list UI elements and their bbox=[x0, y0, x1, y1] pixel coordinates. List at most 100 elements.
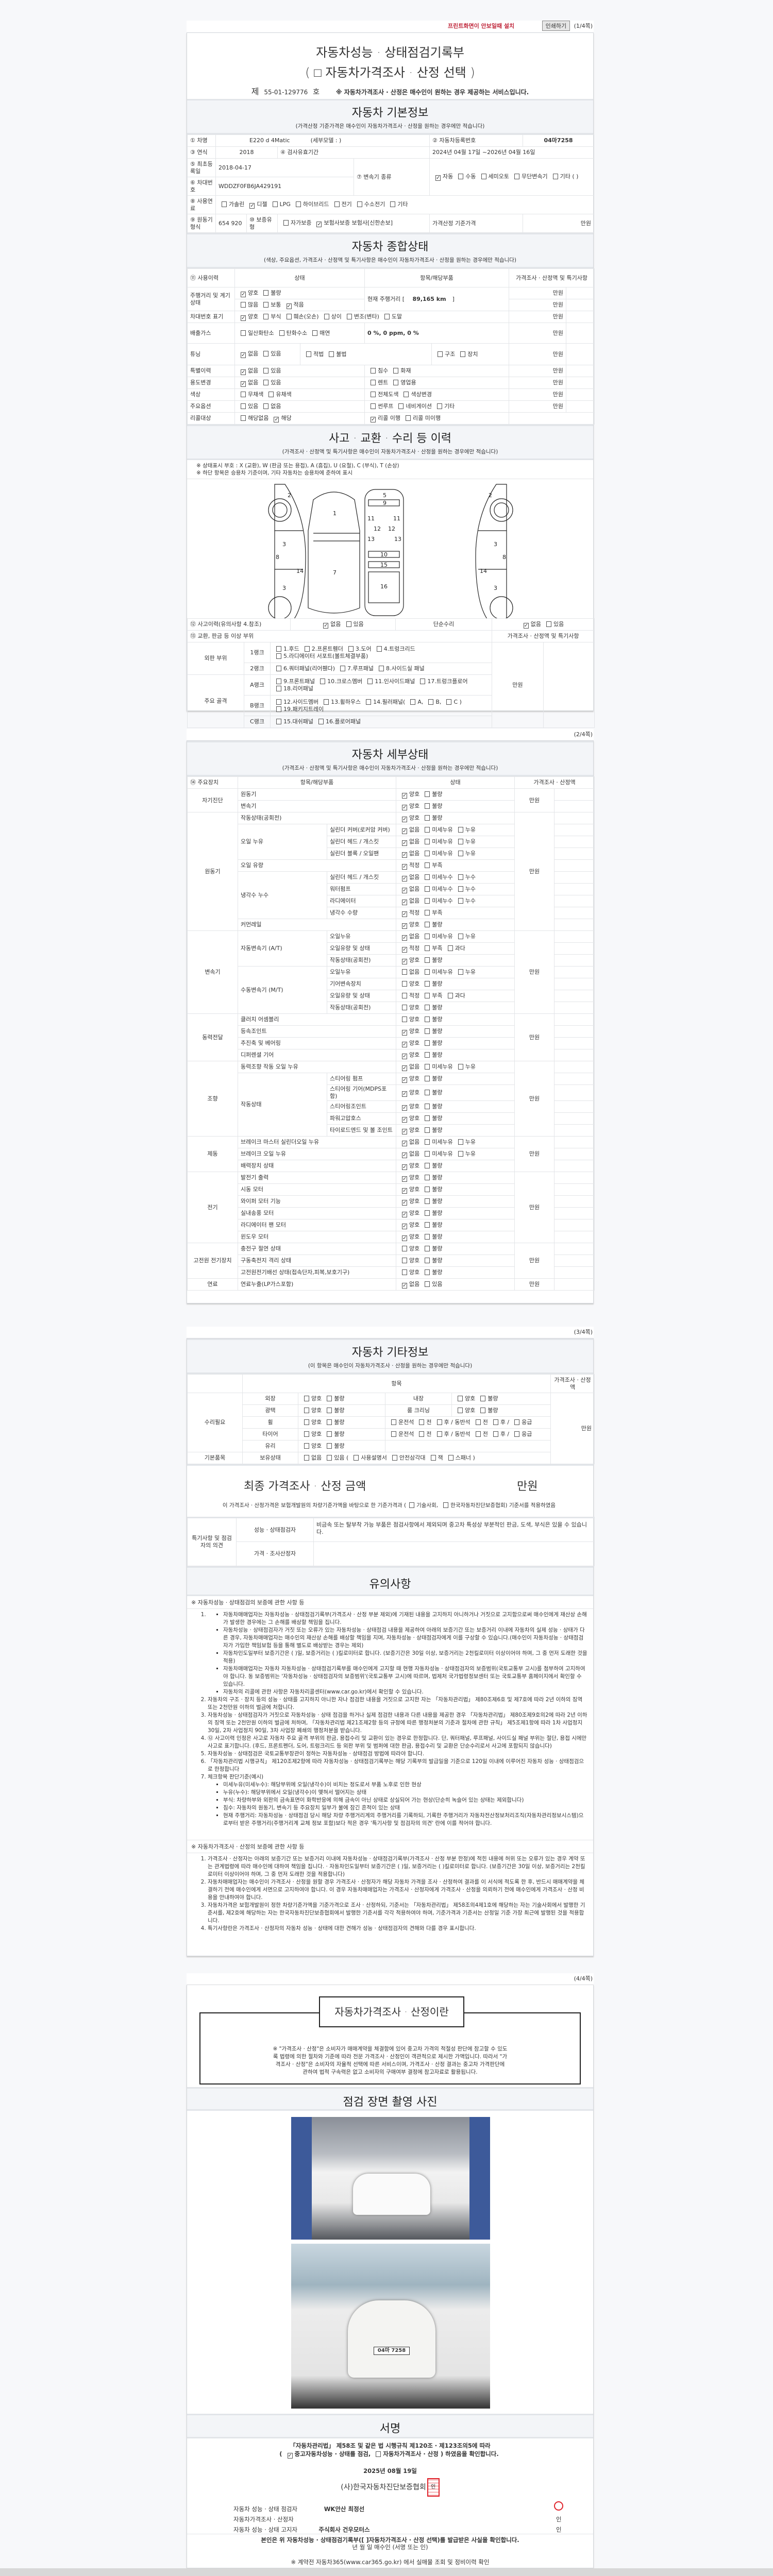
checkbox-icon[interactable] bbox=[402, 981, 407, 987]
checkbox-icon[interactable] bbox=[436, 1419, 442, 1425]
checkbox-option[interactable]: 보통 bbox=[260, 301, 281, 309]
checkbox-option[interactable]: 불량 bbox=[324, 1395, 345, 1402]
checkbox-icon[interactable] bbox=[425, 803, 430, 809]
checkbox-icon[interactable] bbox=[348, 646, 354, 652]
checkbox-option[interactable]: 리콜 미이행 bbox=[402, 415, 441, 422]
checkbox-option[interactable]: 양호 bbox=[399, 1269, 419, 1276]
checkbox-icon[interactable] bbox=[458, 1396, 463, 1401]
checkbox-icon[interactable] bbox=[425, 826, 430, 833]
checked-checkbox-icon[interactable]: ✓ bbox=[402, 1188, 407, 1194]
checkbox-icon[interactable] bbox=[425, 815, 430, 821]
checkbox-icon[interactable] bbox=[458, 969, 463, 975]
checkbox-option[interactable]: 있음 bbox=[260, 350, 281, 358]
checkbox-icon[interactable] bbox=[425, 993, 430, 998]
checkbox-icon[interactable] bbox=[312, 330, 318, 336]
checkbox-option[interactable]: ✓ 자동 bbox=[432, 173, 453, 181]
checkbox-option[interactable]: ✓ 양호 bbox=[399, 1198, 419, 1206]
checkbox-icon[interactable] bbox=[458, 1408, 463, 1413]
checkbox-icon[interactable] bbox=[425, 1246, 430, 1251]
checkbox-option[interactable]: ✓ 없음 bbox=[238, 350, 258, 358]
checkbox-icon[interactable] bbox=[480, 1396, 486, 1401]
checkbox-icon[interactable] bbox=[458, 897, 463, 904]
checkbox-option[interactable]: 없음 bbox=[260, 403, 281, 410]
checkbox-icon[interactable] bbox=[493, 1431, 498, 1437]
checkbox-icon[interactable] bbox=[425, 1186, 430, 1192]
checkbox-icon[interactable] bbox=[304, 1396, 309, 1401]
checkbox-option[interactable]: 미세누유 bbox=[422, 969, 453, 976]
checkbox-option[interactable]: 안전삼각대 bbox=[389, 1454, 426, 1462]
checked-checkbox-icon[interactable]: ✓ bbox=[402, 1128, 407, 1134]
checkbox-option[interactable]: ✓ 없음 bbox=[399, 826, 419, 834]
checkbox-option[interactable]: ✓ 양호 bbox=[238, 290, 258, 297]
checkbox-option[interactable]: ✓ 없음 bbox=[399, 897, 419, 905]
checkbox-icon[interactable] bbox=[402, 993, 407, 998]
checked-checkbox-icon[interactable]: ✓ bbox=[402, 1199, 407, 1206]
checkbox-icon[interactable] bbox=[276, 666, 281, 671]
checkbox-option[interactable]: ✓ 없음 bbox=[399, 886, 419, 893]
checkbox-option[interactable]: 한국자동차진단보증협회) 기준서를 적용하였음 bbox=[440, 1502, 556, 1509]
checked-checkbox-icon[interactable]: ✓ bbox=[402, 804, 407, 810]
checkbox-option[interactable]: 불법 bbox=[326, 351, 347, 358]
checkbox-option[interactable]: 부족 bbox=[422, 945, 443, 952]
checkbox-icon[interactable] bbox=[514, 1431, 520, 1437]
checkbox-icon[interactable] bbox=[393, 380, 399, 385]
checkbox-icon[interactable] bbox=[458, 886, 463, 892]
checkbox-icon[interactable] bbox=[425, 1089, 430, 1095]
checkbox-icon[interactable] bbox=[425, 1222, 430, 1228]
checkbox-icon[interactable] bbox=[425, 1075, 430, 1081]
checkbox-option[interactable]: 누유 bbox=[455, 1139, 476, 1146]
checkbox-icon[interactable] bbox=[304, 1419, 309, 1425]
checkbox-icon[interactable] bbox=[458, 850, 463, 856]
checkbox-option[interactable]: 세미오토 bbox=[478, 173, 509, 180]
checkbox-option[interactable]: 불량 bbox=[422, 1269, 443, 1276]
checkbox-icon[interactable] bbox=[276, 685, 281, 691]
checkbox-option[interactable]: 잭 bbox=[428, 1454, 443, 1462]
checkbox-option[interactable]: 변조(변타) bbox=[344, 313, 379, 320]
checked-checkbox-icon[interactable]: ✓ bbox=[241, 369, 246, 375]
checkbox-option[interactable]: 12.사이드멤버 bbox=[273, 699, 318, 706]
checkbox-icon[interactable] bbox=[304, 1431, 309, 1437]
checkbox-option[interactable]: 불량 bbox=[477, 1407, 498, 1414]
checked-checkbox-icon[interactable]: ✓ bbox=[241, 315, 246, 321]
checkbox-option[interactable]: 탄화수소 bbox=[276, 330, 307, 337]
checkbox-option[interactable]: 있음 bbox=[543, 621, 564, 628]
checkbox-icon[interactable] bbox=[276, 646, 281, 652]
checkbox-option[interactable]: 전기 bbox=[331, 201, 352, 208]
checkbox-icon[interactable] bbox=[425, 969, 430, 975]
checked-checkbox-icon[interactable]: ✓ bbox=[402, 792, 407, 799]
checkbox-icon[interactable] bbox=[447, 945, 453, 951]
checkbox-option[interactable]: 2.프론트휀더 bbox=[301, 646, 343, 653]
checked-checkbox-icon[interactable]: ✓ bbox=[286, 303, 292, 309]
checked-checkbox-icon[interactable]: ✓ bbox=[249, 203, 255, 209]
checkbox-option[interactable]: 후 / bbox=[490, 1431, 509, 1438]
checkbox-icon[interactable] bbox=[514, 1419, 520, 1425]
checkbox-option[interactable]: 없음 bbox=[301, 1454, 322, 1462]
checkbox-option[interactable]: 미세누수 bbox=[422, 874, 453, 881]
checkbox-option[interactable]: 불량 bbox=[422, 1028, 443, 1035]
checkbox-option[interactable]: ✓ 없음 bbox=[238, 367, 258, 375]
checkbox-icon[interactable] bbox=[458, 933, 463, 939]
checkbox-icon[interactable] bbox=[546, 621, 552, 627]
checkbox-option[interactable]: 불량 bbox=[422, 1127, 443, 1134]
checkbox-icon[interactable] bbox=[458, 1139, 463, 1145]
checked-checkbox-icon[interactable]: ✓ bbox=[287, 2453, 293, 2459]
checkbox-icon[interactable] bbox=[402, 969, 407, 975]
checked-checkbox-icon[interactable]: ✓ bbox=[402, 1223, 407, 1229]
checkbox-icon[interactable] bbox=[419, 1431, 425, 1437]
checkbox-icon[interactable] bbox=[241, 415, 246, 421]
checkbox-icon[interactable] bbox=[425, 1028, 430, 1034]
checkbox-option[interactable]: 불량 bbox=[422, 803, 443, 810]
checkbox-option[interactable]: 불량 bbox=[422, 1016, 443, 1023]
checkbox-option[interactable]: 13.휠하우스 bbox=[321, 699, 361, 706]
checkbox-icon[interactable] bbox=[392, 1455, 397, 1461]
checkbox-option[interactable]: 미세누수 bbox=[422, 886, 453, 893]
checkbox-icon[interactable] bbox=[402, 1269, 407, 1275]
checkbox-option[interactable]: 자동차가격조사 · 산정 ) 하였음을 확인합니다. bbox=[373, 2450, 499, 2458]
checkbox-option[interactable]: 누유 bbox=[455, 850, 476, 857]
checkbox-option[interactable]: 불량 bbox=[422, 957, 443, 964]
checkbox-icon[interactable] bbox=[391, 1431, 396, 1437]
checkbox-option[interactable]: 불량 bbox=[422, 1198, 443, 1205]
checkbox-option[interactable]: ✓ 양호 bbox=[399, 1174, 419, 1182]
checkbox-option[interactable]: ✓ 양호 bbox=[399, 815, 419, 822]
checkbox-icon[interactable] bbox=[371, 368, 376, 374]
